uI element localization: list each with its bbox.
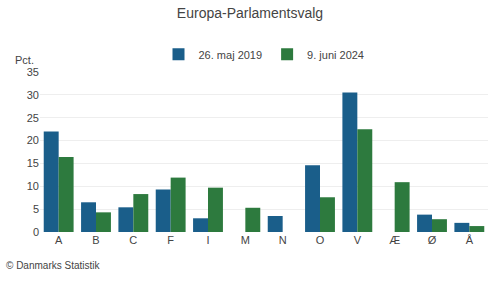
svg-text:30: 30 xyxy=(27,89,39,101)
svg-text:0: 0 xyxy=(33,226,39,238)
svg-text:N: N xyxy=(279,234,287,246)
svg-text:I: I xyxy=(206,234,209,246)
svg-text:F: F xyxy=(167,234,174,246)
svg-text:26. maj 2019: 26. maj 2019 xyxy=(199,49,263,61)
svg-text:Europa-Parlamentsvalg: Europa-Parlamentsvalg xyxy=(177,5,323,21)
svg-text:Pct.: Pct. xyxy=(15,54,34,66)
svg-text:M: M xyxy=(241,234,250,246)
svg-text:20: 20 xyxy=(27,134,39,146)
svg-text:15: 15 xyxy=(27,157,39,169)
svg-text:Å: Å xyxy=(466,234,474,246)
svg-text:25: 25 xyxy=(27,112,39,124)
svg-text:B: B xyxy=(92,234,99,246)
svg-text:Æ: Æ xyxy=(389,234,400,246)
svg-text:10: 10 xyxy=(27,180,39,192)
svg-text:© Danmarks Statistik: © Danmarks Statistik xyxy=(6,260,101,271)
svg-text:O: O xyxy=(316,234,325,246)
svg-text:C: C xyxy=(129,234,137,246)
svg-text:V: V xyxy=(354,234,362,246)
svg-text:A: A xyxy=(55,234,63,246)
svg-text:5: 5 xyxy=(33,203,39,215)
svg-text:9. juni 2024: 9. juni 2024 xyxy=(307,49,364,61)
svg-text:Ø: Ø xyxy=(428,234,437,246)
svg-text:35: 35 xyxy=(27,66,39,78)
